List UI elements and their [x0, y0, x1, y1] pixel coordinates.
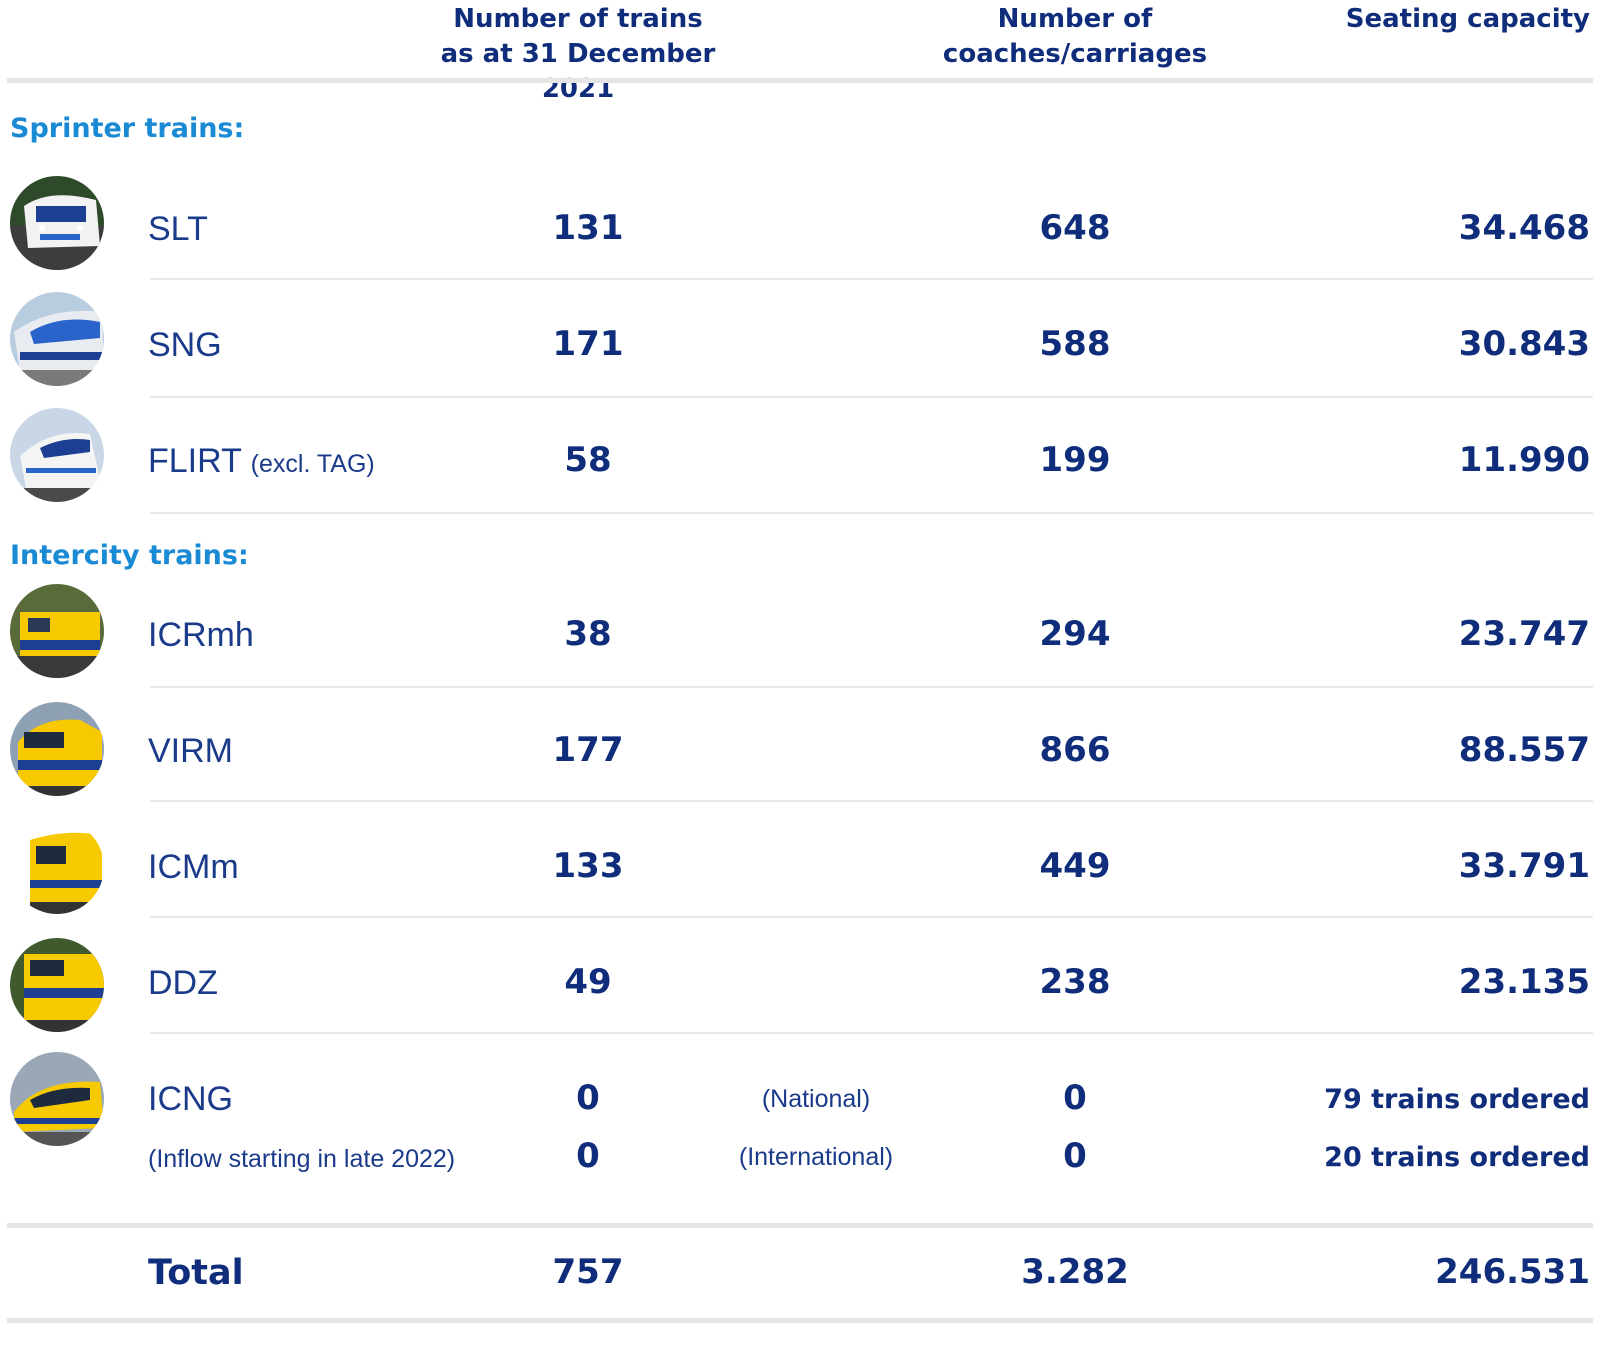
trains-flirt: 58	[564, 440, 612, 480]
header-coaches-line2: coaches/carriages	[942, 39, 1208, 69]
row-divider	[150, 396, 1593, 398]
row-name-icrmh: ICRmh	[148, 616, 254, 654]
header-trains: Number of trains as at 31 December 2021	[400, 2, 756, 107]
row-divider	[150, 1032, 1593, 1034]
trains-icng-national: 0	[576, 1078, 600, 1118]
total-seats: 246.531	[1435, 1252, 1590, 1292]
header-seating: Seating capacity	[1290, 2, 1590, 37]
slt-train-photo	[10, 176, 104, 270]
header-trains-line1: Number of trains	[453, 4, 703, 34]
seats-icmm: 33.791	[1458, 846, 1590, 886]
coaches-sng: 588	[1039, 324, 1111, 364]
coaches-ddz: 238	[1039, 962, 1111, 1002]
coaches-icrmh: 294	[1039, 614, 1111, 654]
section-sprinter: Sprinter trains:	[10, 113, 245, 144]
row-divider	[150, 686, 1593, 688]
row-divider	[150, 512, 1593, 514]
icng-international-label: (International)	[738, 1143, 894, 1171]
row-divider	[150, 916, 1593, 918]
seats-icrmh: 23.747	[1458, 614, 1590, 654]
coaches-icng-national: 0	[1063, 1078, 1087, 1118]
seats-flirt: 11.990	[1458, 440, 1590, 480]
row-divider	[150, 278, 1593, 280]
trains-sng: 171	[552, 324, 624, 364]
sng-train-photo	[10, 292, 104, 386]
header-coaches-line1: Number of	[997, 4, 1153, 34]
coaches-slt: 648	[1039, 208, 1111, 248]
icng-national-ordered: 79 trains ordered	[1324, 1084, 1590, 1115]
seats-slt: 34.468	[1458, 208, 1590, 248]
row-name-flirt: FLIRT (excl. TAG)	[148, 442, 375, 480]
row-sub-flirt: (excl. TAG)	[250, 450, 375, 478]
trains-icmm: 133	[552, 846, 624, 886]
header-trains-line2: as at 31 December 2021	[440, 39, 716, 104]
seats-ddz: 23.135	[1458, 962, 1590, 1002]
seats-sng: 30.843	[1458, 324, 1590, 364]
bottom-divider	[7, 1318, 1593, 1323]
icng-national-label: (National)	[761, 1085, 871, 1113]
total-divider	[7, 1223, 1593, 1228]
virm-train-photo	[10, 702, 104, 796]
flirt-train-photo	[10, 408, 104, 502]
trains-virm: 177	[552, 730, 624, 770]
row-name-icng: ICNG	[148, 1080, 233, 1118]
coaches-flirt: 199	[1039, 440, 1111, 480]
icrmh-train-photo	[10, 584, 104, 678]
total-coaches: 3.282	[1021, 1252, 1129, 1292]
coaches-virm: 866	[1039, 730, 1111, 770]
total-trains: 757	[552, 1252, 624, 1292]
row-divider	[150, 800, 1593, 802]
section-intercity: Intercity trains:	[10, 540, 249, 571]
header-divider	[7, 78, 1593, 83]
trains-slt: 131	[552, 208, 624, 248]
coaches-icmm: 449	[1039, 846, 1111, 886]
row-name-icmm: ICMm	[148, 848, 239, 886]
icmm-train-photo	[10, 820, 104, 914]
ddz-train-photo	[10, 938, 104, 1032]
icng-note: (Inflow starting in late 2022)	[148, 1145, 456, 1173]
row-name-virm: VIRM	[148, 732, 233, 770]
trains-ddz: 49	[564, 962, 612, 1002]
trains-icng-international: 0	[576, 1136, 600, 1176]
trains-icrmh: 38	[564, 614, 612, 654]
header-seating-label: Seating capacity	[1345, 4, 1590, 34]
icng-train-photo	[10, 1052, 104, 1146]
seats-virm: 88.557	[1458, 730, 1590, 770]
row-name-ddz: DDZ	[148, 964, 218, 1002]
coaches-icng-international: 0	[1063, 1136, 1087, 1176]
total-label: Total	[148, 1253, 244, 1293]
icng-international-ordered: 20 trains ordered	[1324, 1142, 1590, 1173]
row-name-slt: SLT	[148, 210, 208, 248]
header-coaches: Number of coaches/carriages	[910, 2, 1240, 72]
row-name-sng: SNG	[148, 326, 222, 364]
